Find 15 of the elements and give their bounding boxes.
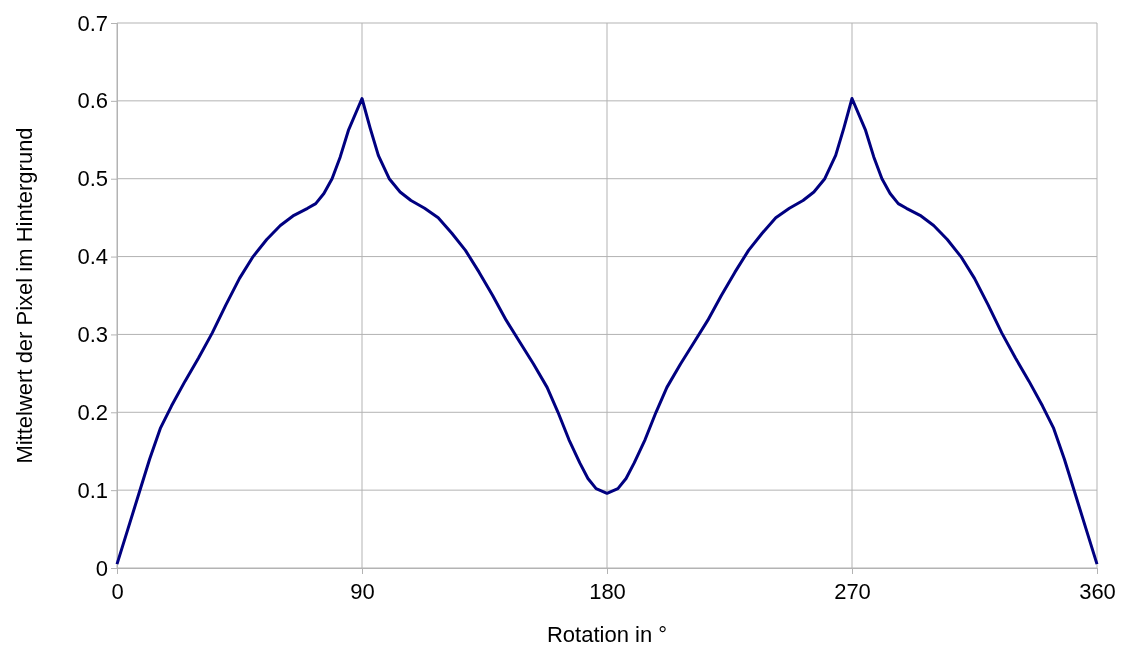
y-tick-label: 0	[95, 555, 108, 581]
y-tick-label: 0.1	[77, 477, 108, 503]
x-tick-label: 270	[834, 579, 871, 604]
y-tick-label: 0.3	[77, 321, 108, 347]
y-axis-title: Mittelwert der Pixel im Hintergrund	[12, 127, 37, 464]
y-tick-label: 0.2	[77, 399, 108, 425]
x-tick-label: 0	[111, 579, 124, 604]
x-tick-label: 360	[1079, 579, 1116, 604]
x-axis-title: Rotation in °	[546, 622, 668, 647]
y-tick-label: 0.4	[77, 244, 108, 270]
y-tick-label: 0.7	[77, 10, 108, 36]
y-tick-label: 0.6	[77, 88, 108, 114]
y-tick-label: 0.5	[77, 166, 108, 192]
x-tick-label: 90	[350, 579, 375, 604]
x-tick-label: 180	[589, 579, 626, 604]
